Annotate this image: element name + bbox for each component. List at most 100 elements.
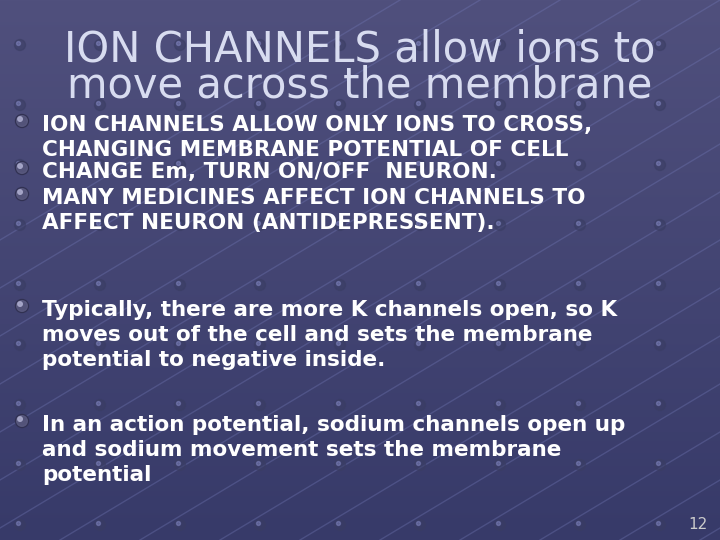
Circle shape: [654, 340, 665, 350]
Circle shape: [416, 102, 420, 105]
Circle shape: [495, 219, 505, 231]
Circle shape: [497, 522, 500, 525]
Circle shape: [14, 219, 25, 231]
Circle shape: [495, 39, 505, 51]
Circle shape: [654, 519, 665, 530]
Circle shape: [335, 159, 346, 171]
Circle shape: [17, 102, 20, 105]
Circle shape: [577, 281, 580, 286]
Circle shape: [416, 221, 420, 226]
Circle shape: [657, 341, 660, 346]
Circle shape: [577, 102, 580, 105]
Circle shape: [14, 280, 25, 291]
Circle shape: [657, 281, 660, 286]
Circle shape: [174, 99, 186, 111]
Circle shape: [575, 99, 585, 111]
Circle shape: [17, 522, 20, 525]
Circle shape: [256, 102, 261, 105]
Circle shape: [96, 42, 101, 45]
Circle shape: [254, 159, 266, 171]
Circle shape: [254, 519, 266, 530]
Circle shape: [415, 400, 426, 410]
Circle shape: [495, 400, 505, 410]
Circle shape: [96, 522, 101, 525]
Circle shape: [18, 117, 22, 122]
Circle shape: [416, 42, 420, 45]
Circle shape: [415, 159, 426, 171]
Circle shape: [17, 281, 20, 286]
Circle shape: [94, 219, 106, 231]
Circle shape: [174, 39, 186, 51]
Circle shape: [176, 402, 181, 406]
Circle shape: [17, 163, 27, 173]
Circle shape: [577, 221, 580, 226]
Circle shape: [174, 519, 186, 530]
Circle shape: [254, 460, 266, 470]
Circle shape: [654, 280, 665, 291]
Circle shape: [174, 159, 186, 171]
Circle shape: [495, 280, 505, 291]
Circle shape: [94, 519, 106, 530]
Circle shape: [657, 42, 660, 45]
Circle shape: [336, 221, 341, 226]
Circle shape: [577, 402, 580, 406]
Circle shape: [176, 161, 181, 165]
Circle shape: [497, 281, 500, 286]
Circle shape: [17, 402, 20, 406]
Circle shape: [176, 462, 181, 465]
Circle shape: [654, 219, 665, 231]
Circle shape: [174, 219, 186, 231]
Text: MANY MEDICINES AFFECT ION CHANNELS TO
AFFECT NEURON (ANTIDEPRESSENT).: MANY MEDICINES AFFECT ION CHANNELS TO AF…: [42, 188, 585, 233]
Circle shape: [335, 219, 346, 231]
Circle shape: [497, 341, 500, 346]
Circle shape: [416, 281, 420, 286]
Circle shape: [415, 219, 426, 231]
Circle shape: [497, 161, 500, 165]
Circle shape: [497, 402, 500, 406]
Circle shape: [335, 519, 346, 530]
Circle shape: [174, 340, 186, 350]
Circle shape: [575, 340, 585, 350]
Circle shape: [335, 340, 346, 350]
Text: Typically, there are more K channels open, so K
moves out of the cell and sets t: Typically, there are more K channels ope…: [42, 300, 617, 369]
Circle shape: [654, 99, 665, 111]
Text: 12: 12: [689, 517, 708, 532]
Circle shape: [96, 161, 101, 165]
Circle shape: [17, 116, 27, 126]
Circle shape: [336, 281, 341, 286]
Circle shape: [654, 460, 665, 470]
Circle shape: [657, 102, 660, 105]
Circle shape: [18, 417, 22, 421]
Circle shape: [254, 340, 266, 350]
Circle shape: [254, 400, 266, 410]
Circle shape: [16, 161, 29, 174]
Circle shape: [336, 102, 341, 105]
Text: ION CHANNELS ALLOW ONLY IONS TO CROSS,
CHANGING MEMBRANE POTENTIAL OF CELL: ION CHANNELS ALLOW ONLY IONS TO CROSS, C…: [42, 115, 593, 160]
Circle shape: [256, 522, 261, 525]
Circle shape: [577, 161, 580, 165]
Circle shape: [94, 159, 106, 171]
Circle shape: [14, 99, 25, 111]
Circle shape: [575, 219, 585, 231]
Circle shape: [495, 519, 505, 530]
Circle shape: [415, 340, 426, 350]
Circle shape: [577, 341, 580, 346]
Circle shape: [495, 460, 505, 470]
Circle shape: [176, 341, 181, 346]
Circle shape: [176, 102, 181, 105]
Circle shape: [94, 280, 106, 291]
Circle shape: [577, 522, 580, 525]
Circle shape: [336, 161, 341, 165]
Circle shape: [17, 301, 27, 312]
Circle shape: [336, 341, 341, 346]
Circle shape: [17, 188, 27, 199]
Circle shape: [96, 221, 101, 226]
Circle shape: [575, 39, 585, 51]
Circle shape: [14, 159, 25, 171]
Text: ION CHANNELS allow ions to: ION CHANNELS allow ions to: [64, 29, 656, 71]
Circle shape: [575, 159, 585, 171]
Text: move across the membrane: move across the membrane: [67, 64, 653, 106]
Circle shape: [657, 402, 660, 406]
Circle shape: [14, 340, 25, 350]
Circle shape: [575, 460, 585, 470]
